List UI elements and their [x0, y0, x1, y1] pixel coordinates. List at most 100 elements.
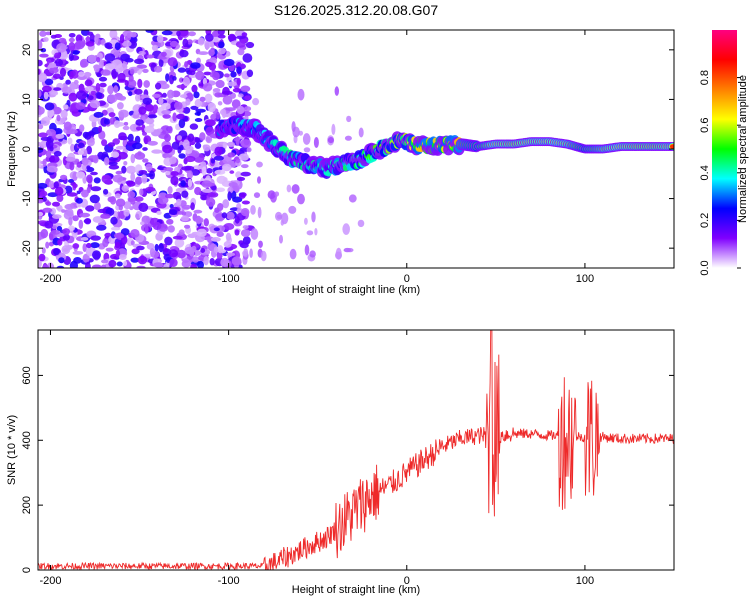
spectrogram-cell [102, 238, 109, 248]
spectrogram-cell [186, 39, 193, 45]
spectrogram-cell [154, 243, 159, 252]
spectrogram-cell [98, 76, 108, 82]
spectrogram-cell [121, 185, 129, 192]
spectrogram-cell [98, 59, 104, 69]
spectrogram-cell [223, 241, 232, 248]
x-tick-label: 0 [404, 273, 410, 285]
spectrogram-cell [99, 82, 107, 88]
spectrogram-cell [45, 150, 52, 159]
spectrogram-cell [306, 230, 314, 236]
spectrogram-cell [77, 142, 85, 149]
spectrogram-cell [331, 123, 336, 135]
spectrogram-cell [170, 175, 179, 186]
spectrogram-cell [103, 188, 109, 195]
spectrogram-cell [130, 172, 136, 182]
colorbar-tick-label: 0.6 [699, 118, 711, 133]
spectrogram-cell [130, 68, 135, 75]
spectrogram-cell [358, 127, 364, 138]
colorbar-tick-label: 0.8 [699, 70, 711, 85]
spectrogram-cell [215, 79, 225, 89]
spectrogram-cell [152, 93, 161, 98]
spectrogram-cell [240, 171, 251, 177]
spectrogram-cell [93, 177, 101, 184]
spectrogram-cell [225, 232, 232, 241]
spectrogram-cell [147, 114, 158, 119]
spectrogram-cell [256, 161, 263, 168]
spectrogram-cell [118, 109, 129, 118]
spectrogram-cell [52, 73, 61, 79]
spectrogram-cell [165, 193, 174, 199]
spectrogram-cell [127, 133, 134, 142]
spectrogram-cell [195, 217, 204, 224]
spectrogram-cell [250, 205, 256, 215]
spectrogram-cell [138, 202, 149, 212]
spectrogram-cell [115, 170, 123, 175]
spectrogram-cell [217, 203, 224, 211]
spectrogram-cell [146, 54, 155, 59]
spectrogram-cell [128, 75, 134, 82]
spectrogram-cell [169, 258, 178, 268]
spectrogram-cell [39, 53, 49, 58]
spectrogram-cell [48, 180, 55, 189]
spectrogram-cell [50, 230, 61, 235]
spectrogram-cell [190, 202, 195, 211]
spectrogram-cell [42, 207, 53, 213]
spectrogram-cell [108, 259, 117, 268]
spectrogram-cell [176, 211, 184, 215]
spectrogram-cell [85, 41, 95, 47]
spectrogram-cell [162, 144, 173, 154]
spectrogram-cell [121, 165, 127, 174]
spectrogram-cell [211, 30, 220, 37]
spectrogram-cell [142, 158, 149, 163]
y-tick-label: -20 [21, 240, 33, 256]
spectrogram-cell [236, 77, 241, 86]
spectrogram-cell [172, 112, 177, 122]
spectrogram-cell [56, 205, 63, 212]
spectrogram-cell [182, 38, 189, 48]
spectrogram-cell [122, 125, 130, 131]
spectrogram-cell [135, 119, 144, 126]
x-tick-label: -100 [218, 575, 240, 587]
spectrogram-cell [236, 176, 246, 181]
spectrogram-cell [161, 102, 171, 110]
spectrogram-cell [212, 71, 220, 81]
spectrogram-cell [240, 208, 250, 217]
spectrogram-cell [168, 249, 178, 258]
spectrogram-cell [213, 246, 219, 254]
spectrogram-cell [149, 248, 156, 257]
spectrogram-cell [60, 109, 68, 119]
spectrogram-cell [346, 115, 352, 123]
spectrogram-cell [104, 156, 110, 166]
spectrogram-cell [227, 81, 237, 87]
spectrogram-cell [168, 209, 178, 216]
spectrogram-cell [100, 213, 111, 219]
spectrogram-cell [357, 219, 365, 228]
spectrogram-cell [237, 93, 244, 98]
spectrogram-cell [65, 79, 71, 85]
spectrogram-cell [116, 261, 123, 267]
spectrogram-cell [56, 226, 63, 231]
spectrogram-ridge [214, 115, 674, 180]
spectrogram-cell [242, 225, 249, 230]
spectrogram-cell [120, 228, 130, 236]
x-tick-label: 100 [576, 273, 594, 285]
spectrogram-cell [38, 89, 42, 98]
spectrogram-cell [194, 111, 201, 116]
spectrogram-cell [155, 82, 162, 90]
spectrogram-cell [122, 40, 132, 47]
spectrogram-cell [215, 187, 226, 193]
spectrogram-cell [227, 152, 236, 158]
spectrogram-cell [109, 196, 117, 205]
spectrogram-cell [240, 85, 251, 93]
spectrogram-cell [87, 54, 97, 64]
spectrogram-cell [68, 37, 75, 43]
spectrogram-cell [313, 137, 319, 148]
spectrogram-cell [115, 193, 121, 199]
spectrogram-cell [348, 194, 357, 203]
spectrogram-cell [221, 109, 227, 119]
spectrogram-cell [214, 92, 223, 98]
spectrogram-cell [192, 256, 200, 263]
spectrogram-cell [80, 237, 89, 241]
snr-y-label: SNR (10 * v/v) [6, 415, 18, 485]
